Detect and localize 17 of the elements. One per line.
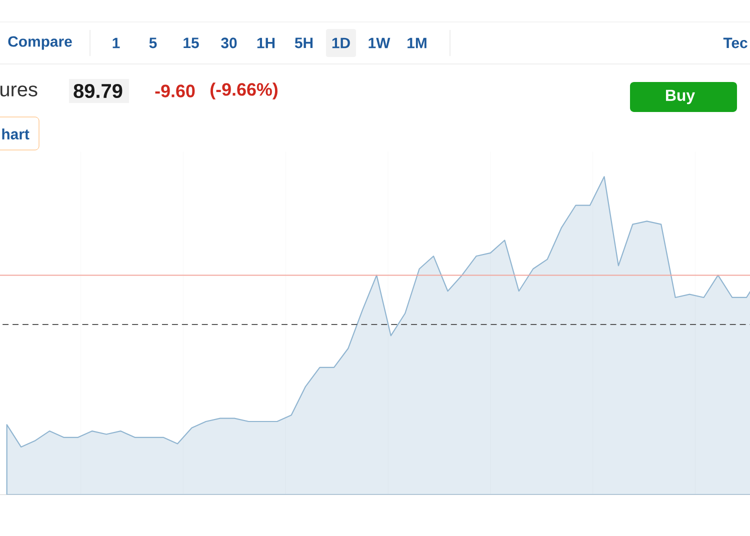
text: 5H xyxy=(294,38,313,48)
text: 5 xyxy=(149,38,157,48)
text: 30 xyxy=(221,38,237,48)
text: ures xyxy=(0,86,38,96)
text: -9.60 xyxy=(155,84,195,98)
text: Compare xyxy=(8,36,72,50)
text: (-9.66%) xyxy=(210,82,278,100)
text: 1H xyxy=(257,38,275,48)
text: Buy xyxy=(666,90,695,104)
text: Tec xyxy=(723,38,748,48)
text: 89.79 xyxy=(74,84,122,98)
text: 1D xyxy=(332,38,350,48)
text: 15 xyxy=(184,38,199,48)
text: 1M xyxy=(408,38,426,48)
text: 1W xyxy=(368,38,390,48)
text: 1 xyxy=(112,38,120,48)
text: hart xyxy=(2,128,30,140)
